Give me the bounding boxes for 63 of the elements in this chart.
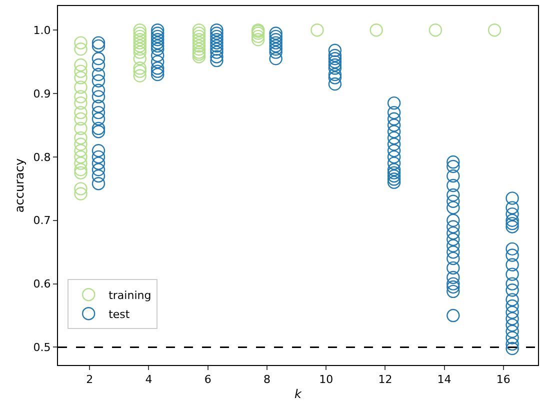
y-tick-label: 0.6 bbox=[33, 278, 51, 291]
point bbox=[74, 71, 88, 84]
point bbox=[74, 112, 88, 126]
y-axis-title: accuracy bbox=[12, 158, 27, 213]
legend-label: test bbox=[108, 308, 130, 321]
point bbox=[252, 30, 265, 44]
point bbox=[428, 24, 442, 37]
point bbox=[488, 24, 502, 37]
point bbox=[133, 33, 146, 46]
point bbox=[133, 69, 146, 82]
point bbox=[74, 163, 88, 176]
x-tick-label: 14 bbox=[437, 373, 452, 386]
x-axis-title: k bbox=[294, 387, 303, 402]
x-tick-label: 10 bbox=[319, 373, 334, 386]
point bbox=[74, 36, 88, 50]
point bbox=[74, 131, 88, 145]
point bbox=[74, 122, 88, 136]
point bbox=[133, 42, 146, 56]
x-tick-label: 12 bbox=[378, 373, 392, 386]
point bbox=[74, 80, 88, 94]
point bbox=[74, 58, 88, 72]
point bbox=[74, 150, 88, 164]
point bbox=[74, 187, 88, 200]
legend-label: training bbox=[108, 288, 152, 302]
y-tick-label: 1.0 bbox=[33, 24, 51, 37]
point bbox=[74, 166, 88, 180]
point bbox=[192, 50, 206, 64]
point bbox=[192, 39, 206, 53]
y-tick-label: 0.9 bbox=[33, 87, 51, 100]
x-tick-label: 4 bbox=[145, 373, 152, 386]
point bbox=[74, 42, 88, 56]
y-tick-label: 0.7 bbox=[33, 214, 51, 228]
point bbox=[192, 26, 206, 40]
point bbox=[192, 24, 206, 37]
point bbox=[310, 24, 324, 37]
point bbox=[133, 62, 146, 75]
point bbox=[192, 42, 206, 56]
x-tick-label: 16 bbox=[496, 373, 510, 386]
point bbox=[74, 182, 88, 196]
point bbox=[252, 33, 265, 46]
point bbox=[133, 36, 146, 50]
point bbox=[192, 33, 206, 46]
point bbox=[74, 64, 88, 78]
point bbox=[133, 30, 146, 44]
point bbox=[74, 138, 88, 151]
point bbox=[133, 46, 146, 59]
point bbox=[133, 26, 146, 40]
point bbox=[74, 96, 88, 110]
point bbox=[74, 90, 88, 104]
point bbox=[133, 64, 146, 78]
x-tick-label: 8 bbox=[263, 373, 270, 386]
point bbox=[133, 39, 146, 53]
y-tick-label: 0.5 bbox=[33, 341, 51, 354]
y-tick-label: 0.8 bbox=[33, 150, 51, 164]
point bbox=[192, 30, 206, 44]
point bbox=[133, 24, 146, 37]
point bbox=[74, 156, 88, 170]
x-tick-label: 2 bbox=[86, 373, 94, 386]
point bbox=[74, 106, 88, 120]
point bbox=[370, 24, 383, 37]
point bbox=[133, 52, 146, 66]
point bbox=[74, 144, 88, 158]
x-tick-label: 6 bbox=[204, 373, 212, 386]
